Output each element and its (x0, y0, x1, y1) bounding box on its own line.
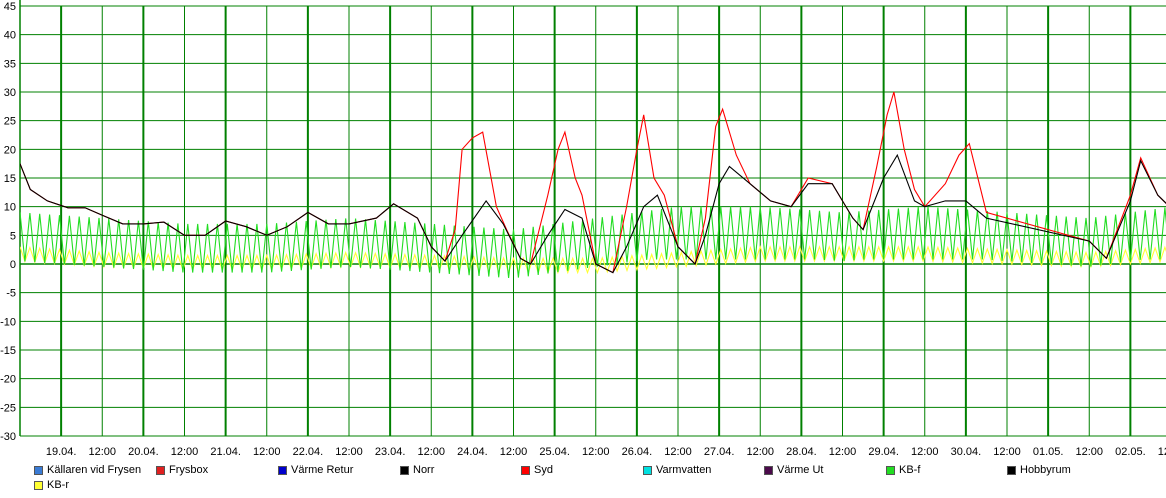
x-tick-label: 22.04. (293, 446, 324, 458)
y-tick-label: 30 (4, 87, 16, 99)
x-tick-label: 12:00 (746, 446, 774, 458)
legend-swatch (886, 465, 895, 475)
legend: Källaren vid Frysen Frysbox Värme Retur Nor… (0, 460, 1166, 498)
y-tick-label: 25 (4, 116, 16, 128)
legend-label: KB-f (899, 464, 921, 476)
legend-item: Norr (400, 463, 434, 477)
x-tick-label: 12:00 (335, 446, 363, 458)
legend-item: KB-r (34, 478, 69, 492)
x-tick-label: 23.04. (375, 446, 406, 458)
legend-item: Frysbox (156, 463, 208, 477)
legend-label: Varmvatten (656, 464, 712, 476)
y-tick-label: 0 (10, 259, 16, 271)
series-line-norr (20, 153, 1166, 274)
legend-swatch (521, 465, 530, 475)
x-tick-label: 26.04. (622, 446, 653, 458)
x-tick-label: 12:00 (911, 446, 939, 458)
y-axis-ticks: 45 40 35 30 25 20 15 10 5 0 -5 -10 -15 -20 -25 -30 (0, 1, 16, 443)
legend-item: Värme Ut (764, 463, 823, 477)
legend-item: Värme Retur (278, 463, 353, 477)
y-tick-label: -25 (0, 402, 16, 414)
x-tick-label: 12:00 (1158, 446, 1166, 458)
legend-label: Frysbox (169, 464, 209, 476)
legend-label: KB-r (47, 479, 69, 491)
y-tick-label: 20 (4, 144, 16, 156)
x-tick-label: 12:00 (582, 446, 610, 458)
x-tick-label: 12:00 (171, 446, 199, 458)
legend-swatch (34, 465, 43, 475)
legend-swatch (764, 465, 773, 475)
y-tick-label: 40 (4, 30, 16, 42)
x-tick-label: 24.04. (457, 446, 488, 458)
legend-item: Källaren vid Frysen (34, 463, 141, 477)
x-tick-label: 20.04. (128, 446, 159, 458)
grid (19, 0, 1166, 437)
x-tick-label: 12:00 (500, 446, 528, 458)
legend-label: Syd (534, 464, 553, 476)
y-tick-label: -20 (0, 374, 16, 386)
y-tick-label: -10 (0, 316, 16, 328)
x-tick-label: 21.04. (210, 446, 241, 458)
y-tick-label: 15 (4, 173, 16, 185)
y-tick-label: 5 (10, 230, 16, 242)
y-tick-label: -30 (0, 431, 16, 443)
legend-label: Norr (413, 464, 435, 476)
y-tick-label: 35 (4, 58, 16, 70)
series-line-kb-r (20, 245, 1166, 275)
x-tick-label: 12:00 (993, 446, 1021, 458)
x-tick-label: 12:00 (88, 446, 116, 458)
legend-item: Syd (521, 463, 553, 477)
legend-label: Värme Ut (777, 464, 824, 476)
x-tick-label: 12:00 (417, 446, 445, 458)
legend-swatch (34, 480, 43, 490)
legend-item: KB-f (886, 463, 920, 477)
legend-swatch (1007, 465, 1016, 475)
legend-swatch (643, 465, 652, 475)
y-tick-label: -5 (6, 288, 16, 300)
legend-label: Värme Retur (291, 464, 354, 476)
legend-swatch (278, 465, 287, 475)
x-tick-label: 30.04. (951, 446, 982, 458)
y-tick-label: -15 (0, 345, 16, 357)
chart-area: 45 40 35 30 25 20 15 10 5 0 -5 -10 -15 -20 -25 -30 19.0… (0, 0, 1166, 458)
x-tick-label: 19.04. (46, 446, 77, 458)
x-tick-label: 12:00 (253, 446, 281, 458)
line-chart: 45 40 35 30 25 20 15 10 5 0 -5 -10 -15 -20 -25 -30 19.0… (0, 0, 1166, 458)
legend-swatch (156, 465, 165, 475)
x-tick-label: 02.05. (1115, 446, 1146, 458)
legend-label: Hobbyrum (1020, 464, 1071, 476)
x-axis-ticks: 19.04. 12:00 20.04. 12:00 21.04. 12:00 22.04. 1… (46, 446, 1166, 458)
legend-label: Källaren vid Frysen (47, 464, 142, 476)
x-tick-label: 25.04. (539, 446, 570, 458)
x-tick-label: 28.04. (786, 446, 817, 458)
x-tick-label: 12:00 (829, 446, 857, 458)
series-line-kb-f (20, 206, 1166, 279)
x-tick-label: 12:00 (664, 446, 692, 458)
y-tick-label: 10 (4, 202, 16, 214)
legend-item: Varmvatten (643, 463, 711, 477)
x-tick-label: 29.04. (868, 446, 899, 458)
y-tick-label: 45 (4, 1, 16, 13)
x-tick-label: 27.04. (704, 446, 735, 458)
series-lines (20, 91, 1166, 279)
legend-swatch (400, 465, 409, 475)
x-tick-label: 01.05. (1033, 446, 1064, 458)
x-tick-label: 12:00 (1075, 446, 1103, 458)
legend-item: Hobbyrum (1007, 463, 1071, 477)
